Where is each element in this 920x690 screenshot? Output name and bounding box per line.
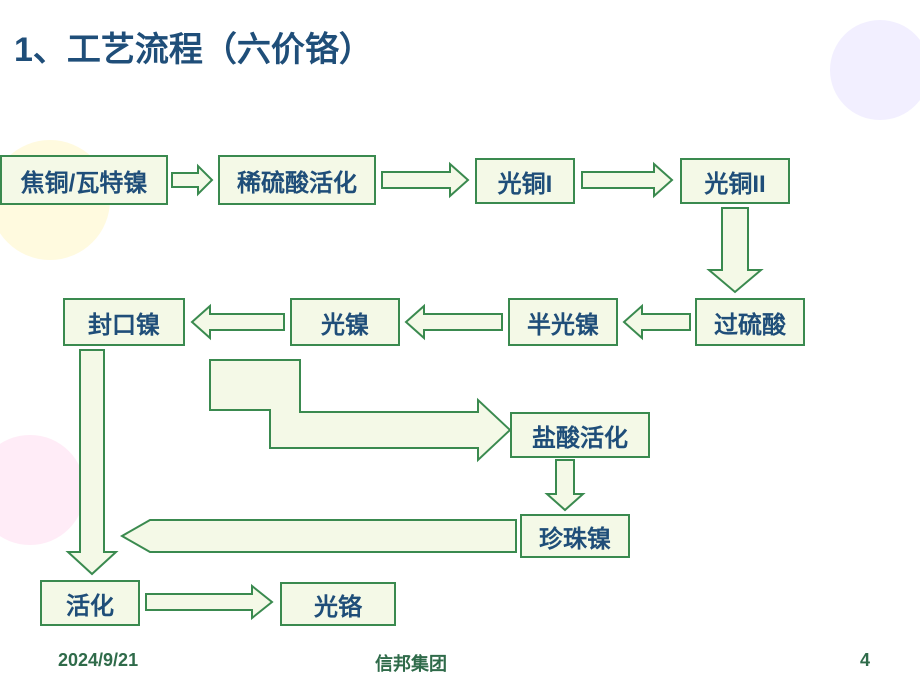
node-guangnie: 光镍 — [290, 298, 400, 346]
node-yansuan: 盐酸活化 — [510, 412, 650, 458]
node-label: 活化 — [66, 586, 114, 621]
node-label: 盐酸活化 — [532, 418, 628, 453]
node-label: 光镍 — [321, 305, 369, 340]
node-label: 珍珠镍 — [539, 519, 611, 554]
node-label: 光铜II — [704, 164, 765, 199]
node-label: 光铬 — [314, 587, 362, 622]
node-guangtong2: 光铜II — [680, 158, 790, 204]
node-zhenzhunie: 珍珠镍 — [520, 514, 630, 558]
footer-date: 2024/9/21 — [58, 650, 138, 671]
node-jiaotong: 焦铜/瓦特镍 — [0, 155, 168, 205]
node-banguangnie: 半光镍 — [508, 298, 618, 346]
node-xiliusuan: 稀硫酸活化 — [218, 155, 376, 205]
node-label: 焦铜/瓦特镍 — [21, 163, 148, 198]
node-fengkounie: 封口镍 — [63, 298, 185, 346]
node-label: 稀硫酸活化 — [237, 163, 357, 198]
node-label: 半光镍 — [527, 305, 599, 340]
node-guangtong1: 光铜I — [475, 158, 575, 204]
node-guoliusuan: 过硫酸 — [695, 298, 805, 346]
page-title: 1、工艺流程（六价铬） — [14, 22, 373, 71]
node-label: 封口镍 — [88, 305, 160, 340]
footer-company: 信邦集团 — [375, 650, 447, 676]
node-huohua: 活化 — [40, 580, 140, 626]
node-label: 光铜I — [498, 164, 553, 199]
node-label: 过硫酸 — [714, 305, 786, 340]
node-guangge: 光铬 — [280, 582, 396, 626]
footer-page-number: 4 — [860, 650, 870, 671]
